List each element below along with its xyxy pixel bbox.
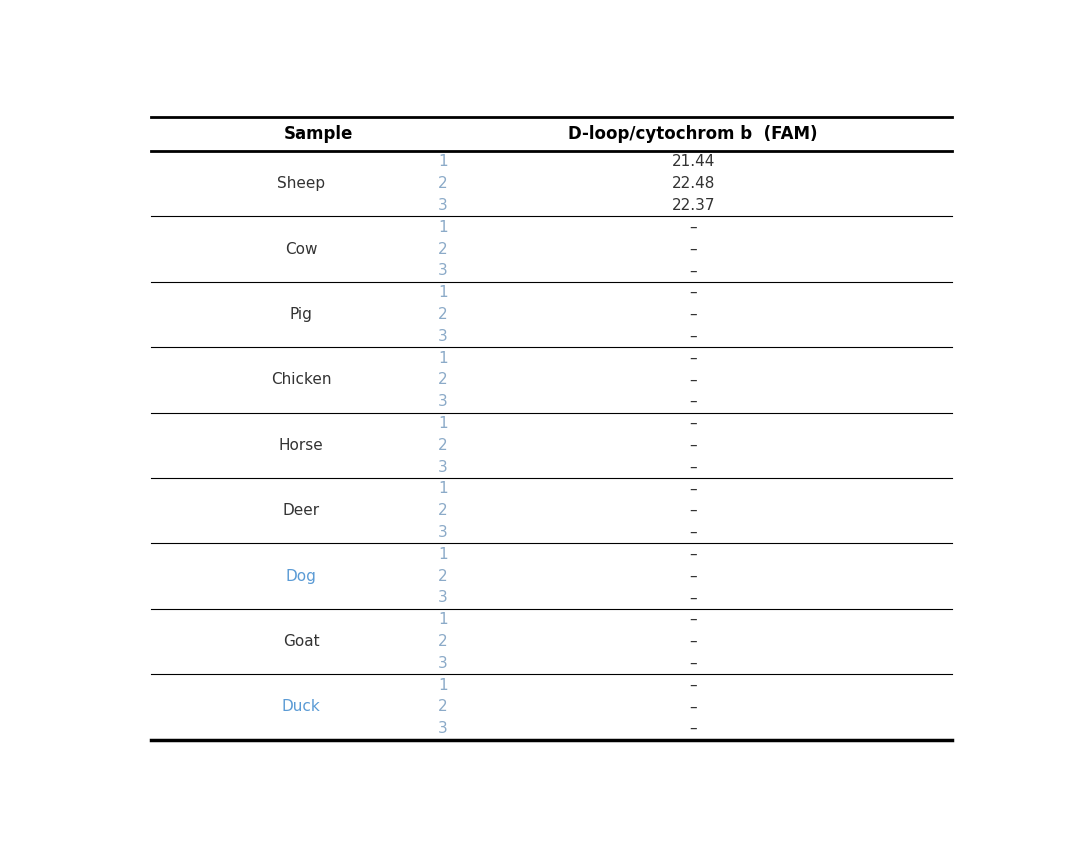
Text: D-loop/cytochrom b  (FAM): D-loop/cytochrom b (FAM) [568, 125, 818, 143]
Text: Dog: Dog [286, 568, 316, 584]
Text: –: – [690, 590, 697, 605]
Text: –: – [690, 634, 697, 649]
Text: –: – [690, 568, 697, 584]
Text: –: – [690, 438, 697, 453]
Text: 1: 1 [438, 546, 448, 562]
Text: –: – [690, 546, 697, 562]
Text: Horse: Horse [279, 438, 324, 453]
Text: –: – [690, 460, 697, 475]
Text: Deer: Deer [283, 504, 320, 518]
Text: –: – [690, 242, 697, 257]
Text: 1: 1 [438, 678, 448, 693]
Text: 3: 3 [438, 264, 448, 279]
Text: Goat: Goat [283, 634, 320, 649]
Text: –: – [690, 220, 697, 235]
Text: 3: 3 [438, 525, 448, 540]
Text: 3: 3 [438, 722, 448, 736]
Text: –: – [690, 372, 697, 387]
Text: 2: 2 [438, 307, 448, 322]
Text: –: – [690, 285, 697, 301]
Text: Pig: Pig [289, 307, 313, 322]
Text: 3: 3 [438, 198, 448, 213]
Text: –: – [690, 328, 697, 344]
Text: –: – [690, 722, 697, 736]
Text: –: – [690, 656, 697, 671]
Text: 2: 2 [438, 438, 448, 453]
Text: –: – [690, 504, 697, 518]
Text: 3: 3 [438, 460, 448, 475]
Text: –: – [690, 416, 697, 431]
Text: –: – [690, 482, 697, 497]
Text: 1: 1 [438, 350, 448, 365]
Text: 2: 2 [438, 634, 448, 649]
Text: 21.44: 21.44 [671, 154, 714, 169]
Text: Sheep: Sheep [278, 176, 325, 191]
Text: –: – [690, 700, 697, 715]
Text: 2: 2 [438, 504, 448, 518]
Text: 1: 1 [438, 612, 448, 627]
Text: Cow: Cow [285, 242, 317, 257]
Text: 2: 2 [438, 568, 448, 584]
Text: Chicken: Chicken [271, 372, 331, 387]
Text: 22.48: 22.48 [671, 176, 714, 191]
Text: –: – [690, 264, 697, 279]
Text: –: – [690, 394, 697, 409]
Text: Sample: Sample [283, 125, 353, 143]
Text: –: – [690, 612, 697, 627]
Text: 2: 2 [438, 176, 448, 191]
Text: 3: 3 [438, 590, 448, 605]
Text: 1: 1 [438, 154, 448, 169]
Text: 1: 1 [438, 416, 448, 431]
Text: 2: 2 [438, 372, 448, 387]
Text: 3: 3 [438, 656, 448, 671]
Text: –: – [690, 678, 697, 693]
Text: 22.37: 22.37 [671, 198, 714, 213]
Text: 3: 3 [438, 328, 448, 344]
Text: –: – [690, 525, 697, 540]
Text: 3: 3 [438, 394, 448, 409]
Text: 2: 2 [438, 242, 448, 257]
Text: 1: 1 [438, 285, 448, 301]
Text: –: – [690, 307, 697, 322]
Text: 2: 2 [438, 700, 448, 715]
Text: –: – [690, 350, 697, 365]
Text: Duck: Duck [282, 700, 321, 715]
Text: 1: 1 [438, 482, 448, 497]
Text: 1: 1 [438, 220, 448, 235]
